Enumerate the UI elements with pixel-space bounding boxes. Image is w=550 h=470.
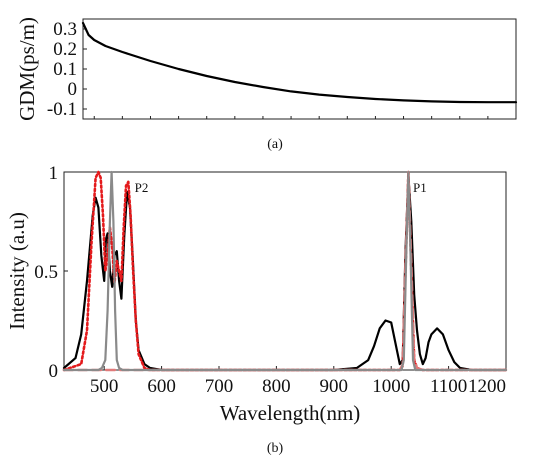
gdm-plot-frame [82,18,517,120]
gdm-y-tick-label: -0.1 [47,99,77,120]
intensity-x-tick-label: 800 [262,376,291,397]
gdm-y-tick-label: 0.2 [53,39,77,60]
peak-annotation-p1: P1 [413,180,427,195]
gdm-y-ticks: 0.30.20.10-0.1 [47,19,517,120]
peak-annotation-p2: P2 [135,180,149,195]
intensity-series-line-2 [62,170,508,372]
intensity-y-tick-label: 1 [49,163,59,184]
gdm-y-tick-label: 0 [68,79,78,100]
gdm-series-line-1 [81,21,518,104]
intensity-y-tick-label: 0 [49,361,59,382]
gdm-panel: 0.30.20.10-0.1 GDM(ps/m) (a) [15,17,518,152]
intensity-annotations: P2 P1 [135,180,427,195]
intensity-x-tick-label: 700 [205,376,234,397]
intensity-panel: 0 0.5 1 500 600 700 800 900 1000 1100 1200 P2 P1 In… [5,163,508,456]
intensity-x-tick-label: 1000 [372,376,410,397]
intensity-x-tick-label: 900 [320,376,349,397]
panel-label-a: (a) [267,137,283,152]
intensity-x-tick-label: 500 [90,376,119,397]
gdm-y-tick-label: 0.1 [53,59,77,80]
intensity-x-tick-label: 1200 [468,376,506,397]
gdm-series [81,21,518,104]
panel-label-b: (b) [267,441,284,456]
intensity-y-axis-title: Intensity (a.u) [5,212,29,330]
gdm-y-axis-title: GDM(ps/m) [15,17,39,121]
gdm-y-tick-label: 0.3 [53,19,77,40]
intensity-series [62,170,508,372]
intensity-x-tick-label: 600 [147,376,176,397]
intensity-x-axis-title: Wavelength(nm) [220,401,361,425]
intensity-series-line-4 [62,170,508,372]
intensity-y-tick-label: 0.5 [34,262,58,283]
intensity-x-tick-label: 1100 [430,376,467,397]
